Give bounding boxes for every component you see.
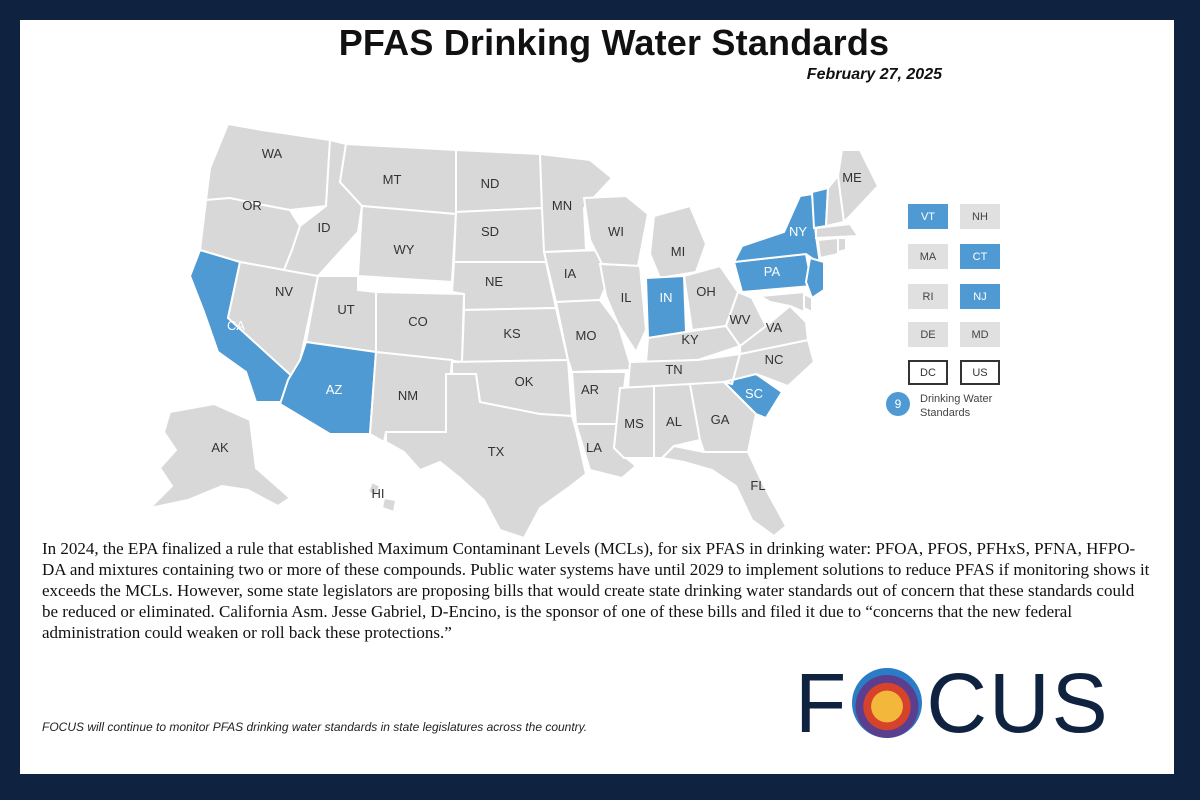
state-label-TN: TN	[665, 362, 682, 377]
state-label-NV: NV	[275, 284, 293, 299]
state-TX	[385, 373, 588, 540]
state-label-GA: GA	[711, 412, 730, 427]
state-label-NC: NC	[765, 352, 784, 367]
body-paragraph: In 2024, the EPA finalized a rule that e…	[42, 539, 1150, 642]
state-label-UT: UT	[337, 302, 354, 317]
state-label-NY: NY	[789, 224, 807, 239]
state-NY	[732, 192, 822, 267]
page-title: PFAS Drinking Water Standards	[338, 22, 890, 63]
state-label-TX: TX	[488, 444, 505, 459]
state-IL	[598, 262, 648, 355]
state-label-WA: WA	[262, 146, 283, 161]
state-label-WV: WV	[730, 312, 751, 327]
legend-box-MA: MA	[908, 244, 948, 269]
state-label-CO: CO	[408, 314, 428, 329]
state-label-AZ: AZ	[326, 382, 343, 397]
state-FL	[659, 444, 788, 538]
state-label-MO: MO	[576, 328, 597, 343]
state-label-WI: WI	[608, 224, 624, 239]
legend-box-NH: NH	[960, 204, 1000, 229]
state-label-NE: NE	[485, 274, 503, 289]
state-label-KY: KY	[681, 332, 699, 347]
state-label-OH: OH	[696, 284, 716, 299]
lion-icon	[852, 668, 923, 738]
state-MI	[648, 204, 708, 280]
count-badge: 9	[886, 392, 910, 416]
state-label-ID: ID	[318, 220, 331, 235]
state-DE	[803, 292, 813, 314]
count-label: Drinking Water Standards	[920, 393, 993, 419]
state-MN	[538, 152, 614, 254]
state-label-MS: MS	[624, 416, 644, 431]
logo-text-left: F	[795, 655, 849, 750]
state-MA	[815, 222, 860, 240]
legend-box-DE: DE	[908, 322, 948, 347]
state-label-PA: PA	[764, 264, 781, 279]
state-CT	[816, 236, 839, 260]
state-label-IN: IN	[660, 290, 673, 305]
state-WV	[724, 290, 768, 348]
state-label-MI: MI	[671, 244, 685, 259]
state-label-IA: IA	[564, 266, 577, 281]
footer-note: FOCUS will continue to monitor PFAS drin…	[42, 720, 588, 734]
state-label-IL: IL	[621, 290, 632, 305]
state-label-NM: NM	[398, 388, 418, 403]
legend-box-VT: VT	[908, 204, 948, 229]
state-label-OK: OK	[515, 374, 534, 389]
legend-box-RI: RI	[908, 284, 948, 309]
state-NJ	[804, 256, 825, 300]
state-SD	[452, 206, 548, 263]
state-label-AR: AR	[581, 382, 599, 397]
state-ME	[836, 149, 880, 225]
logo-text-right: CUS	[926, 655, 1110, 750]
state-HI	[366, 480, 382, 498]
state-NC	[723, 338, 816, 388]
state-IN	[644, 274, 688, 340]
legend-box-MD: MD	[960, 322, 1000, 347]
state-RI	[837, 237, 847, 254]
state-label-FL: FL	[750, 478, 765, 493]
state-label-MN: MN	[552, 198, 572, 213]
legend-box-DC: DC	[908, 360, 948, 385]
state-HI-2	[380, 496, 398, 514]
legend-box-CT: CT	[960, 244, 1000, 269]
state-label-VA: VA	[766, 320, 783, 335]
state-label-HI: HI	[372, 486, 385, 501]
state-label-SD: SD	[481, 224, 499, 239]
focus-logo: F CUS	[795, 656, 1110, 750]
state-MD	[756, 290, 805, 314]
state-label-LA: LA	[586, 440, 602, 455]
state-label-WY: WY	[394, 242, 415, 257]
state-label-AK: AK	[211, 440, 229, 455]
state-label-SC: SC	[745, 386, 763, 401]
state-label-ME: ME	[842, 170, 862, 185]
state-NE	[450, 261, 558, 312]
state-label-ND: ND	[481, 176, 500, 191]
state-label-OR: OR	[242, 198, 262, 213]
legend-box-US: US	[960, 360, 1000, 385]
legend-box-NJ: NJ	[960, 284, 1000, 309]
state-label-KS: KS	[503, 326, 521, 341]
state-label-CA: CA	[227, 318, 245, 333]
date-label: February 27, 2025	[806, 66, 942, 83]
state-AK	[146, 402, 292, 510]
state-WA	[204, 122, 332, 212]
state-MS	[612, 384, 655, 459]
state-label-AL: AL	[666, 414, 682, 429]
state-label-MT: MT	[383, 172, 402, 187]
